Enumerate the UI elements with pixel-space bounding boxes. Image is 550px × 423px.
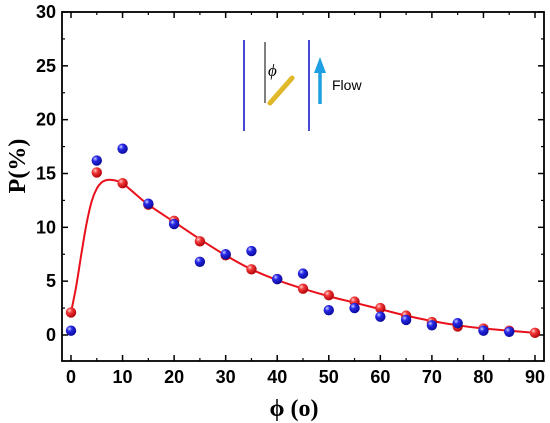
x-tick-label: 50 [319,367,339,387]
red-data-point [529,327,541,339]
y-tick-label: 30 [36,2,56,22]
plot-frame [61,11,545,362]
blue-data-point [272,273,283,285]
blue-data-point [478,325,489,336]
x-tick-label: 40 [267,367,287,387]
red-data-point [246,264,257,275]
blue-data-point [117,143,128,154]
red-data-point [297,283,309,294]
red-data-point [194,236,206,247]
particle-rod [267,75,295,106]
blue-data-point [375,311,386,322]
y-axis-title: P(%) [5,139,31,194]
x-tick-label: 80 [473,367,493,387]
blue-data-point [504,326,515,337]
blue-data-point [65,325,77,336]
red-data-point [375,302,386,314]
red-data-point [65,307,77,318]
blue-data-point [452,317,463,329]
blue-data-point [168,218,180,230]
x-tick-label: 30 [216,367,236,387]
y-tick-label: 25 [36,56,56,76]
flow-inset-schematic: ϕ Flow [243,40,362,131]
blue-data-point [426,320,438,331]
x-tick-label: 20 [164,367,184,387]
red-series-points [65,167,541,339]
blue-data-point [91,155,102,166]
y-tick-label: 15 [36,164,56,184]
y-tick-label: 20 [36,110,56,130]
blue-data-point [297,268,309,279]
y-tick-label: 5 [46,271,56,291]
blue-series-points [65,143,515,337]
x-axis-title: ϕ (o) [270,396,319,422]
x-tick-label: 70 [422,367,442,387]
y-tick-label: 0 [46,325,56,345]
red-fit-curve [70,178,536,334]
blue-data-point [400,314,412,326]
angle-phi-label: ϕ [268,61,277,80]
flow-label: Flow [332,77,362,93]
x-tick-label: 90 [525,367,545,387]
flow-arrow-head [314,57,326,73]
x-tick-label: 0 [66,367,76,387]
blue-data-point [246,245,257,257]
x-tick-label: 60 [370,367,390,387]
blue-data-point [143,198,154,209]
blue-data-point [194,256,206,267]
red-data-point [323,289,334,301]
x-tick-label: 10 [113,367,133,387]
red-data-point [117,177,128,189]
y-tick-label: 10 [36,217,56,237]
red-data-point [91,167,102,178]
blue-data-point [349,302,360,314]
blue-data-point [323,305,334,316]
x-axis-ticks: 0 10 20 30 40 50 60 70 80 90 [66,12,545,387]
y-axis-ticks: 0 5 10 15 20 25 30 [36,2,544,345]
blue-data-point [220,249,231,260]
